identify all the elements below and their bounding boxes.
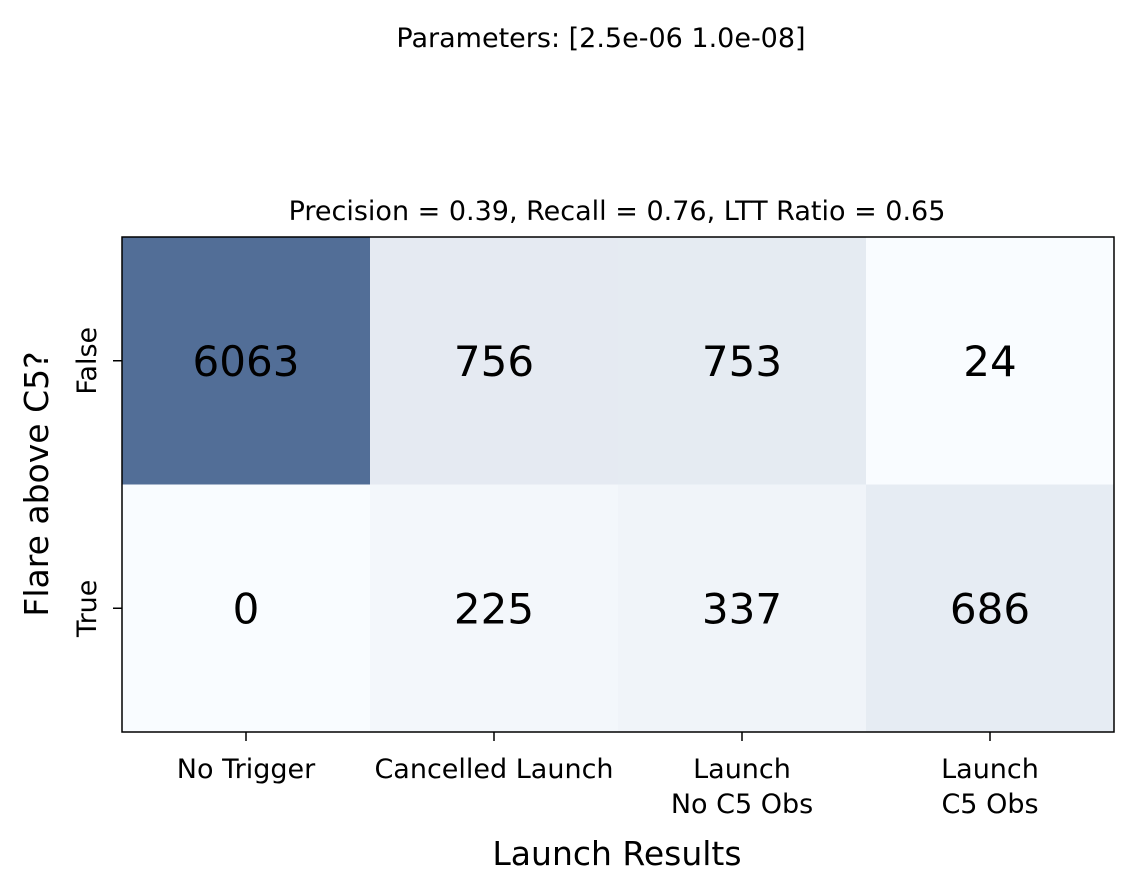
heatmap-value-labels: 6063 756 753 24 0 225 337 686 — [193, 337, 1031, 634]
heatmap-cell — [618, 237, 867, 485]
cell-value-label: 686 — [950, 584, 1030, 633]
y-axis-label: Flare above C5? — [17, 351, 56, 616]
heatmap-cell — [122, 237, 371, 485]
heatmap-cell — [866, 237, 1115, 485]
x-tick-label: Launch No C5 Obs — [671, 754, 813, 820]
heatmap-cell — [618, 484, 867, 733]
y-tick-label: True — [72, 580, 103, 638]
heatmap-cell — [866, 484, 1115, 733]
plot-frame — [121, 236, 1115, 733]
x-tick-label: No Trigger — [177, 754, 316, 785]
x-axis-label: Launch Results — [492, 834, 741, 873]
figure-suptitle: Parameters: [2.5e-06 1.0e-08] — [396, 23, 805, 54]
cell-value-label: 753 — [702, 337, 782, 386]
chart-title: Precision = 0.39, Recall = 0.76, LTT Rat… — [289, 196, 946, 227]
heatmap-cell — [122, 484, 371, 733]
x-tick-label: Cancelled Launch — [374, 754, 613, 785]
cell-value-label: 6063 — [193, 337, 300, 386]
heatmap-cell — [370, 237, 619, 485]
cell-value-label: 24 — [963, 337, 1016, 386]
cell-value-label: 0 — [233, 584, 260, 633]
y-tick-label: False — [72, 327, 103, 395]
heatmap-cell — [370, 484, 619, 733]
cell-value-label: 225 — [454, 584, 534, 633]
x-tick-label: Launch C5 Obs — [941, 754, 1039, 820]
x-axis-ticks: No Trigger Cancelled Launch Launch No C5 Ob… — [177, 732, 1039, 820]
cell-value-label: 756 — [454, 337, 534, 386]
heatmap-cells — [122, 237, 1115, 733]
y-axis-ticks: False True — [72, 327, 122, 638]
cell-value-label: 337 — [702, 584, 782, 633]
